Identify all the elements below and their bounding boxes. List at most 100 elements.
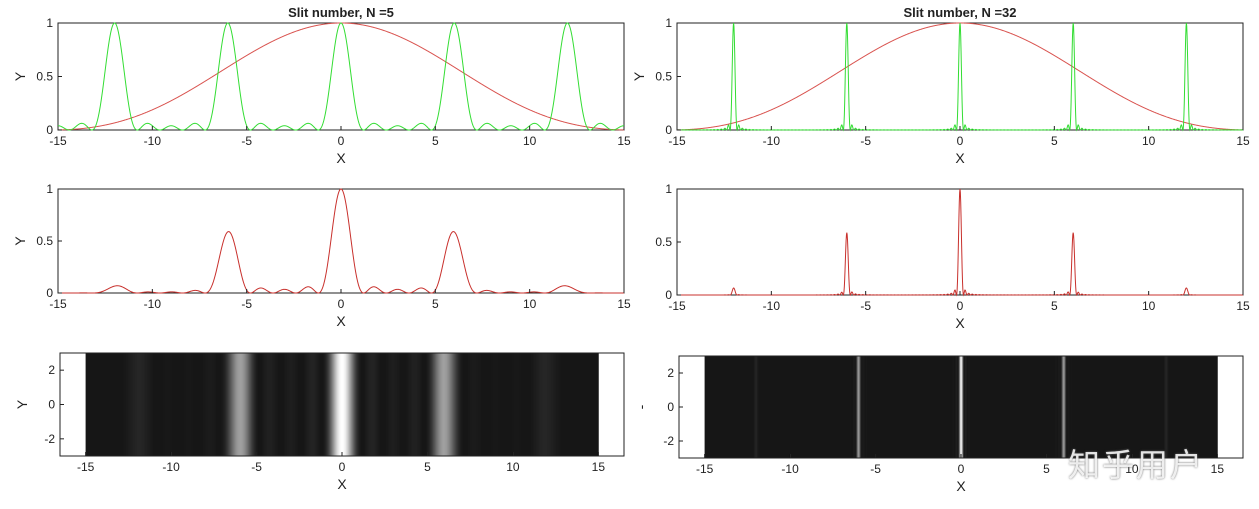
bottom-left-pixel-column — [410, 353, 412, 456]
bottom-right-pixel-column — [1184, 356, 1186, 458]
bottom-left-pixel-column — [450, 353, 452, 456]
bottom-left-pixel-column — [515, 353, 517, 456]
bottom-left-pixel-column — [165, 353, 167, 456]
bottom-left-pixel-column — [498, 353, 500, 456]
bottom-right-pixel-column — [1070, 356, 1072, 458]
bottom-left-pixel-column — [222, 353, 224, 456]
bottom-left-pixel-column — [358, 353, 360, 456]
bottom-left-pixel-column — [160, 353, 162, 456]
bottom-right-pixel-column — [1057, 356, 1059, 458]
bottom-left-pixel-column — [493, 353, 495, 456]
bottom-left-pixel-column — [125, 353, 127, 456]
bottom-right-pixel-column — [1175, 356, 1177, 458]
bottom-right-pixel-column — [771, 356, 773, 458]
bottom-right-pixel-column — [916, 356, 918, 458]
bottom-right-pixel-column — [764, 356, 766, 458]
bottom-left-pixel-column — [494, 353, 496, 456]
bottom-left-pixel-column — [233, 353, 235, 456]
bottom-left-pixel-column — [321, 353, 323, 456]
bottom-right-pixel-column — [812, 356, 814, 458]
bottom-left-pixel-column — [325, 353, 327, 456]
bottom-right-pixel-column — [1151, 356, 1153, 458]
bottom-left-pixel-column — [253, 353, 255, 456]
bottom-right-pixel-column — [910, 356, 912, 458]
bottom-left-pixel-column — [162, 353, 164, 456]
bottom-left-pixel-column — [477, 353, 479, 456]
bottom-left-pixel-column — [157, 353, 159, 456]
bottom-right-pixel-column — [918, 356, 920, 458]
bottom-left-pixel-column — [384, 353, 386, 456]
top-left-ytick-label: 1 — [46, 16, 53, 30]
bottom-left-pixel-column — [401, 353, 403, 456]
bottom-left-pixel-column — [164, 353, 166, 456]
bottom-left-pixel-column — [288, 353, 290, 456]
bottom-left-pixel-column — [248, 353, 250, 456]
bottom-left-pixel-column — [227, 353, 229, 456]
bottom-right-pixel-column — [862, 356, 864, 458]
bottom-right-pixel-column — [740, 356, 742, 458]
bottom-right-pixel-column — [736, 356, 738, 458]
bottom-left-pixel-column — [271, 353, 273, 456]
bottom-left-pixel-column — [122, 353, 124, 456]
bottom-right-pixel-column — [1125, 356, 1127, 458]
bottom-left-pixel-column — [529, 353, 531, 456]
bottom-left-pixel-column — [306, 353, 308, 456]
bottom-right-pixel-column — [1028, 356, 1030, 458]
bottom-left-pixel-column — [424, 353, 426, 456]
bottom-right-pixel-column — [943, 356, 945, 458]
bottom-left-pixel-column — [545, 353, 547, 456]
bottom-left-pixel-column — [199, 353, 201, 456]
bottom-left-pixel-column — [127, 353, 129, 456]
bottom-left-pixel-column — [516, 353, 518, 456]
bottom-right-pixel-column — [1181, 356, 1183, 458]
bottom-left-pixel-column — [551, 353, 553, 456]
bottom-left-pixel-column — [277, 353, 279, 456]
bottom-right-pixel-column — [1015, 356, 1017, 458]
bottom-left-pixel-column — [284, 353, 286, 456]
bottom-left-pixel-column — [526, 353, 528, 456]
bottom-left-pixel-column — [208, 353, 210, 456]
bottom-left-pixel-column — [428, 353, 430, 456]
bottom-left-pixel-column — [359, 353, 361, 456]
bottom-left-pixel-column — [215, 353, 217, 456]
bottom-right-pixel-column — [755, 356, 757, 458]
bottom-left-pixel-column — [169, 353, 171, 456]
bottom-right-pixel-column — [711, 356, 713, 458]
bottom-right-ytick-label: 0 — [667, 400, 674, 414]
bottom-left-pixel-column — [408, 353, 410, 456]
bottom-right-pixel-column — [786, 356, 788, 458]
bottom-left-pixel-column — [549, 353, 551, 456]
bottom-left-pixel-column — [566, 353, 568, 456]
bottom-left-pixel-column — [240, 353, 242, 456]
mid-right-xtick-label: 5 — [1051, 299, 1058, 313]
bottom-right-pixel-column — [987, 356, 989, 458]
bottom-right-pixel-column — [1042, 356, 1044, 458]
bottom-left-pixel-column — [328, 353, 330, 456]
bottom-right-pixel-column — [871, 356, 873, 458]
bottom-left-pixel-column — [547, 353, 549, 456]
bottom-right-pixel-column — [1067, 356, 1069, 458]
bottom-right-pixel-column — [754, 356, 756, 458]
bottom-right-pixel-column — [1049, 356, 1051, 458]
bottom-right-pixel-column — [1193, 356, 1195, 458]
bottom-right-pixel-column — [821, 356, 823, 458]
bottom-right-pixel-column — [982, 356, 984, 458]
bottom-right-pixel-column — [1214, 356, 1216, 458]
bottom-right-pixel-column — [1012, 356, 1014, 458]
bottom-left-pixel-column — [542, 353, 544, 456]
bottom-left-pixel-column — [103, 353, 105, 456]
bottom-left-pixel-column — [94, 353, 96, 456]
bottom-right-pixel-column — [1206, 356, 1208, 458]
bottom-left-pixel-column — [243, 353, 245, 456]
bottom-right-xtick-label: -10 — [781, 462, 799, 476]
bottom-right-pixel-column — [1007, 356, 1009, 458]
bottom-right-pixel-column — [992, 356, 994, 458]
bottom-right-pixel-column — [944, 356, 946, 458]
bottom-left-pixel-column — [263, 353, 265, 456]
bottom-right-pixel-column — [1150, 356, 1152, 458]
bottom-left-pixel-column — [499, 353, 501, 456]
bottom-right-pixel-column — [1205, 356, 1207, 458]
bottom-left-pixel-column — [435, 353, 437, 456]
bottom-right-pixel-column — [919, 356, 921, 458]
bottom-left-pixel-column — [469, 353, 471, 456]
